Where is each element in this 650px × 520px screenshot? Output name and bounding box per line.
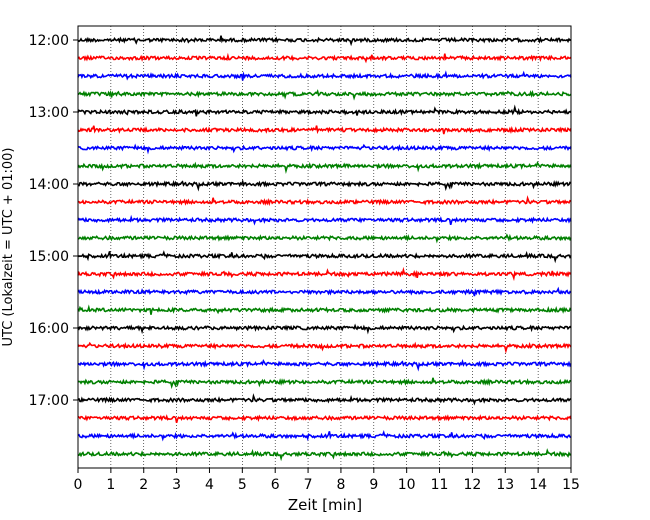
x-tick-label: 12 xyxy=(463,477,481,493)
trace-line xyxy=(77,286,572,297)
trace-line xyxy=(77,266,572,282)
trace-line xyxy=(77,377,572,390)
y-tick-label: 17:00 xyxy=(29,393,69,409)
x-tick-label: 5 xyxy=(238,477,247,493)
plot-frame xyxy=(77,25,572,469)
trace-line xyxy=(77,304,572,315)
y-tick-label: 16:00 xyxy=(29,321,69,337)
x-axis-label: Zeit [min] xyxy=(288,496,362,514)
trace-line xyxy=(77,195,572,207)
x-tick-label: 3 xyxy=(172,477,181,493)
x-tick-label: 8 xyxy=(336,477,345,493)
trace-line xyxy=(77,430,572,442)
x-tick-label: 4 xyxy=(205,477,214,493)
x-tick-label: 6 xyxy=(271,477,280,493)
x-tick-label: 13 xyxy=(496,477,514,493)
trace-line xyxy=(77,323,572,335)
traces xyxy=(77,35,572,462)
x-tick-label: 11 xyxy=(431,477,449,493)
trace-line xyxy=(77,35,572,47)
y-tick-label: 13:00 xyxy=(29,105,69,121)
trace-line xyxy=(77,70,572,81)
trace-line xyxy=(77,143,572,155)
y-tick-label: 12:00 xyxy=(29,33,69,49)
trace-line xyxy=(77,52,572,64)
trace-line xyxy=(77,233,572,244)
x-tick-label: 2 xyxy=(139,477,148,493)
x-axis-ticks: 0 1 2 3 4 5 6 7 8 9 10 11 12 13 14 15 xyxy=(74,468,580,493)
x-tick-label: 15 xyxy=(562,477,580,493)
trace-line xyxy=(77,214,572,226)
x-tick-label: 14 xyxy=(529,477,547,493)
y-tick-label: 15:00 xyxy=(29,249,69,265)
trace-line xyxy=(77,125,572,135)
trace-line xyxy=(77,414,572,423)
y-axis-label: UTC (Lokalzeit = UTC + 01:00) xyxy=(1,148,16,347)
trace-line xyxy=(77,250,572,264)
trace-line xyxy=(77,161,572,174)
x-tick-label: 9 xyxy=(369,477,378,493)
x-tick-label: 0 xyxy=(74,477,83,493)
y-tick-label: 14:00 xyxy=(29,177,69,193)
trace-line xyxy=(77,393,572,406)
trace-line xyxy=(77,89,572,101)
trace-line xyxy=(77,104,572,117)
x-tick-label: 1 xyxy=(106,477,115,493)
y-axis-ticks: 12:00 13:00 14:00 15:00 16:00 17:00 xyxy=(29,33,78,409)
trace-line xyxy=(77,341,572,354)
x-tick-label: 7 xyxy=(304,477,313,493)
trace-line xyxy=(77,448,572,462)
x-tick-label: 10 xyxy=(398,477,416,493)
trace-line xyxy=(77,358,572,372)
trace-line xyxy=(77,179,572,192)
